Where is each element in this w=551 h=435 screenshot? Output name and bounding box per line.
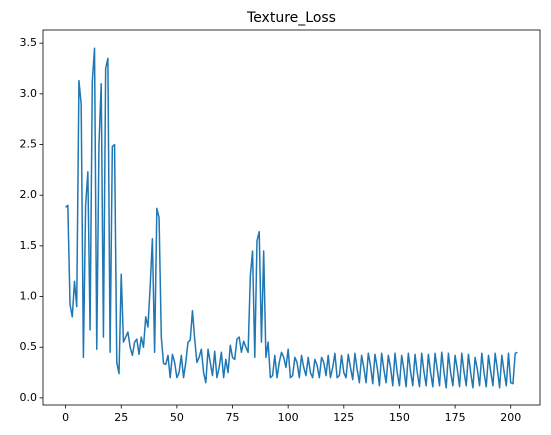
x-tick-label: 200 bbox=[500, 411, 521, 424]
chart-title: Texture_Loss bbox=[246, 10, 336, 26]
x-tick-label: 50 bbox=[170, 411, 184, 424]
y-tick-label: 0.5 bbox=[20, 340, 38, 353]
x-tick-label: 175 bbox=[445, 411, 466, 424]
x-tick-label: 125 bbox=[333, 411, 354, 424]
plot-frame bbox=[42, 29, 541, 406]
y-tick-label: 3.0 bbox=[20, 87, 38, 100]
y-tick-label: 2.0 bbox=[20, 188, 38, 201]
x-tick-label: 150 bbox=[389, 411, 410, 424]
line-series bbox=[65, 47, 518, 389]
x-tick-label: 100 bbox=[278, 411, 299, 424]
x-tick-label: 0 bbox=[62, 411, 69, 424]
y-tick-label: 3.5 bbox=[20, 36, 38, 49]
x-tick-label: 75 bbox=[226, 411, 240, 424]
y-tick-label: 1.5 bbox=[20, 239, 38, 252]
y-tick-label: 1.0 bbox=[20, 290, 38, 303]
y-tick-label: 2.5 bbox=[20, 138, 38, 151]
y-tick-label: 0.0 bbox=[20, 391, 38, 404]
x-tick-label: 25 bbox=[114, 411, 128, 424]
